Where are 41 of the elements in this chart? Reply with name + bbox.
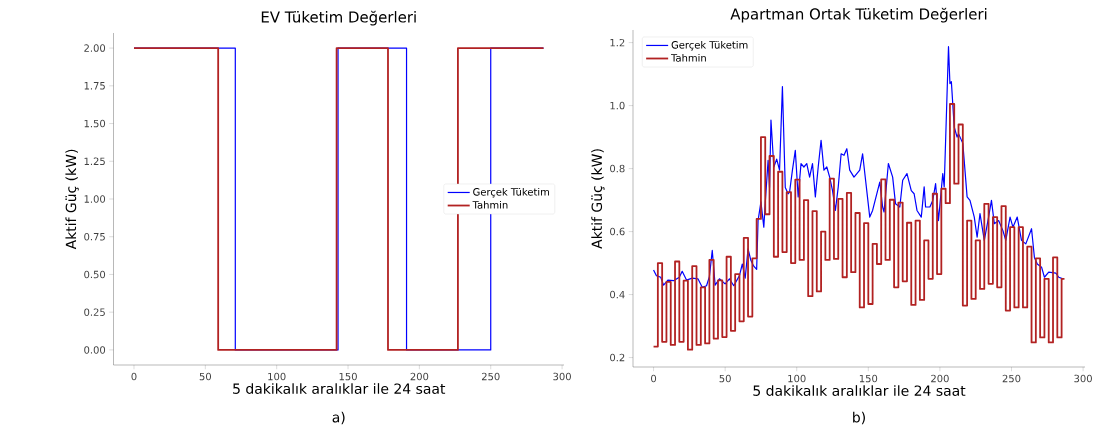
y-tick-label: 0.00 [84, 346, 106, 354]
x-tick-label: 100 [788, 374, 806, 383]
x-tick-label: 50 [199, 372, 212, 381]
legend-label: Gerçek Tüketim [671, 40, 748, 51]
y-tick-label: 0.75 [84, 232, 105, 241]
x-tick-label: 250 [1002, 374, 1021, 383]
x-tick-label: 250 [481, 372, 500, 381]
x-axis-title: 5 dakikalık aralıklar ile 24 saat [753, 385, 966, 396]
y-tick-label: 0.4 [610, 290, 625, 299]
x-tick-label: 200 [410, 372, 429, 381]
x-tick-label: 50 [719, 374, 731, 383]
y-tick-label: 1.00 [84, 195, 106, 203]
y-tick-label: 1.2 [610, 38, 625, 47]
y-tick-label: 1.75 [84, 82, 105, 90]
legend-label: Tahmin [671, 53, 706, 62]
y-tick-label: 0.6 [610, 227, 625, 236]
x-tick-label: 150 [339, 372, 357, 381]
chart-title: EV Tüketim Değerleri [261, 10, 416, 26]
chart-title: Apartman Ortak Tüketim Değerleri [730, 7, 987, 23]
y-tick-label: 0.25 [84, 308, 105, 316]
x-tick-label: 300 [553, 372, 571, 381]
y-tick-label: 2.00 [84, 44, 106, 52]
text: b) [853, 411, 865, 425]
legend-label: Tahmin [472, 200, 508, 209]
x-tick-label: 300 [1074, 374, 1092, 383]
x-axis-title: 5 dakikalık aralıklar ile 24 saat [233, 383, 446, 394]
x-tick-label: 150 [859, 374, 878, 383]
y-tick-label: 0.2 [610, 353, 625, 362]
y-axis-title: Aktif Güç (kW) [65, 149, 79, 250]
y-axis-title: Aktif Güç (kW) [591, 149, 605, 249]
y-tick-label: 1.50 [84, 119, 106, 128]
legend-label: Gerçek Tüketim [473, 187, 549, 198]
x-tick-label: 200 [931, 374, 949, 383]
y-tick-label: 1.0 [610, 101, 625, 110]
x-tick-label: 0 [131, 372, 137, 381]
y-tick-label: 1.25 [84, 157, 105, 166]
y-tick-label: 0.8 [610, 164, 625, 173]
x-tick-label: 100 [268, 372, 286, 381]
x-tick-label: 0 [651, 374, 657, 383]
y-tick-label: 0.50 [84, 270, 106, 279]
text: a) [332, 411, 345, 425]
